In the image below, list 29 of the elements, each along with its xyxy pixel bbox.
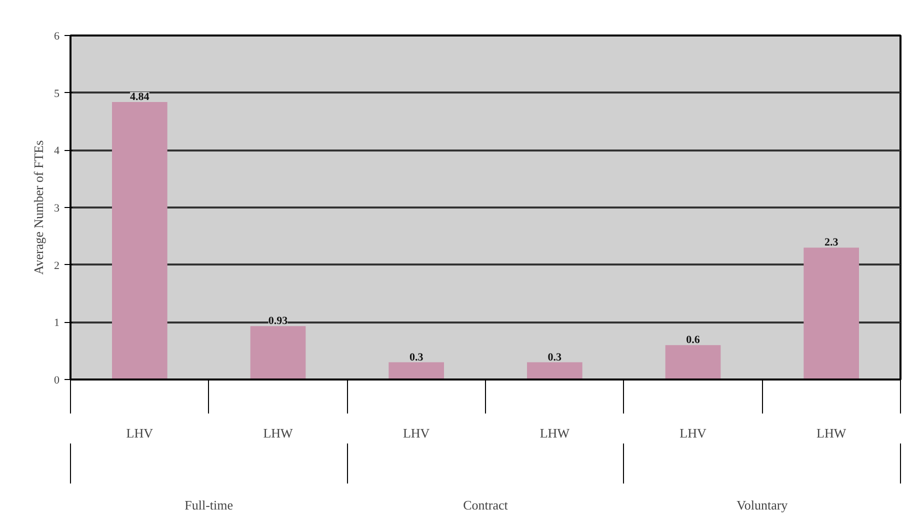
x-tick-label: LHV [680, 426, 707, 440]
data-label: 2.3 [824, 236, 839, 249]
data-label: 0.6 [686, 334, 700, 346]
bar [388, 362, 444, 380]
text: Full-time [184, 498, 234, 512]
y-tick-label: 4 [54, 145, 60, 158]
x-tick-label: LHW [540, 426, 570, 440]
x-tick-label: LHW [816, 426, 847, 440]
bar [665, 345, 721, 380]
x-tick-label: LHV [126, 426, 154, 440]
y-tick-label: 6 [54, 30, 60, 42]
bar [250, 326, 306, 380]
data-label: 0.93 [268, 315, 288, 328]
y-tick-label: 5 [54, 88, 60, 100]
y-tick-label: 2 [54, 260, 60, 272]
text: Contract [463, 498, 508, 512]
data-label: 0.3 [548, 351, 562, 364]
bar [804, 248, 859, 380]
y-tick-label: 1 [54, 317, 60, 330]
x-tick-label: LHV [402, 426, 430, 440]
text: Voluntary [736, 498, 788, 512]
x-tick-label: LHW [263, 426, 294, 440]
bar [527, 362, 582, 380]
y-axis-title: Average Number of FTEs [31, 140, 46, 275]
data-label: 0.3 [409, 351, 424, 364]
y-tick-label: 3 [54, 202, 60, 214]
bar [112, 102, 168, 380]
data-label: 4.84 [130, 91, 150, 104]
y-tick-label: 0 [54, 374, 60, 386]
